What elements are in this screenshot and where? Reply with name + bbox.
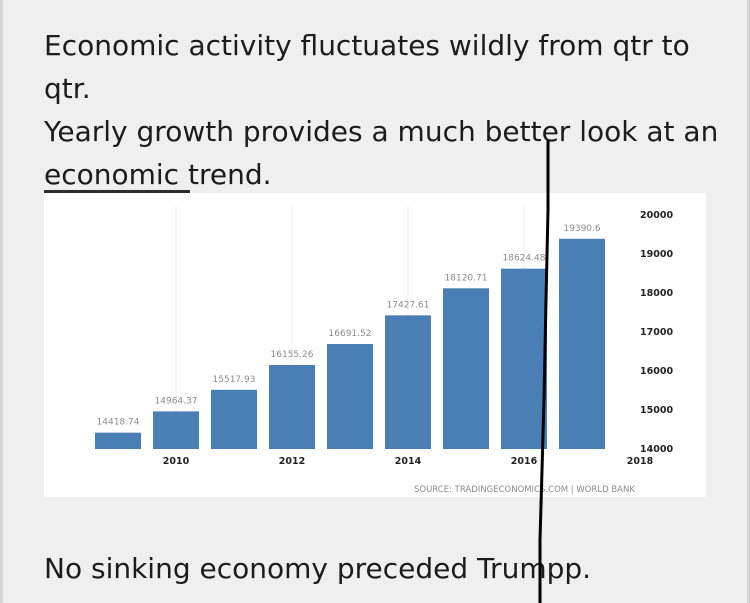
- bar-value-label: 18120.71: [445, 273, 488, 283]
- bar-value-label: 17427.61: [387, 300, 430, 310]
- chart-source: SOURCE: TRADINGECONOMICS.COM | WORLD BAN…: [414, 485, 635, 495]
- bar-value-label: 16691.52: [329, 329, 372, 339]
- y-tick-label: 17000: [640, 327, 673, 338]
- y-tick-label: 18000: [640, 288, 673, 299]
- bar-value-label: 14418.74: [97, 418, 140, 428]
- bar-value-label: 14964.37: [155, 396, 198, 406]
- bar-value-label: 18624.48: [503, 254, 546, 264]
- x-tick-label: 2010: [163, 456, 190, 467]
- frame-right-edge: [747, 0, 750, 603]
- frame-left-edge: [0, 0, 3, 603]
- bar-2017: [559, 238, 605, 449]
- bar-value-label: 19390.6: [563, 224, 600, 234]
- x-tick-label: 2016: [511, 456, 538, 467]
- x-tick-label: 2014: [395, 456, 422, 467]
- bar-2013: [327, 344, 373, 449]
- bar-2014: [385, 315, 431, 449]
- y-tick-label: 14000: [640, 444, 673, 455]
- bar-2012: [269, 364, 315, 449]
- post-line-2: Yearly growth provides a much better loo…: [44, 115, 719, 148]
- post-line-3: economic trend.: [44, 158, 272, 191]
- post-footer-text: No sinking economy preceded Trumpp.: [44, 552, 592, 585]
- y-tick-label: 19000: [640, 249, 673, 260]
- bar-2015: [443, 288, 489, 449]
- y-tick-label: 16000: [640, 366, 673, 377]
- bar-2010: [153, 411, 199, 449]
- bar-2016: [501, 268, 547, 449]
- gdp-bar-chart: 14418.74 14964.37 15517.93 16155.26 16691.52…: [44, 193, 706, 497]
- y-tick-label: 15000: [640, 405, 673, 416]
- post-body: Economic activity fluctuates wildly from…: [44, 24, 724, 196]
- bar-value-label: 15517.93: [213, 375, 256, 385]
- section-divider: [44, 190, 190, 194]
- bar-value-label: 16155.26: [271, 350, 314, 360]
- post-line-1: Economic activity fluctuates wildly from…: [44, 29, 690, 105]
- chart-svg: 14418.74 14964.37 15517.93 16155.26 16691.52…: [95, 205, 673, 495]
- x-tick-label: 2012: [279, 456, 305, 467]
- y-tick-label: 20000: [640, 210, 673, 221]
- x-tick-label: 2018: [627, 456, 654, 467]
- bar-2011: [211, 389, 257, 449]
- bar-2009: [95, 432, 141, 449]
